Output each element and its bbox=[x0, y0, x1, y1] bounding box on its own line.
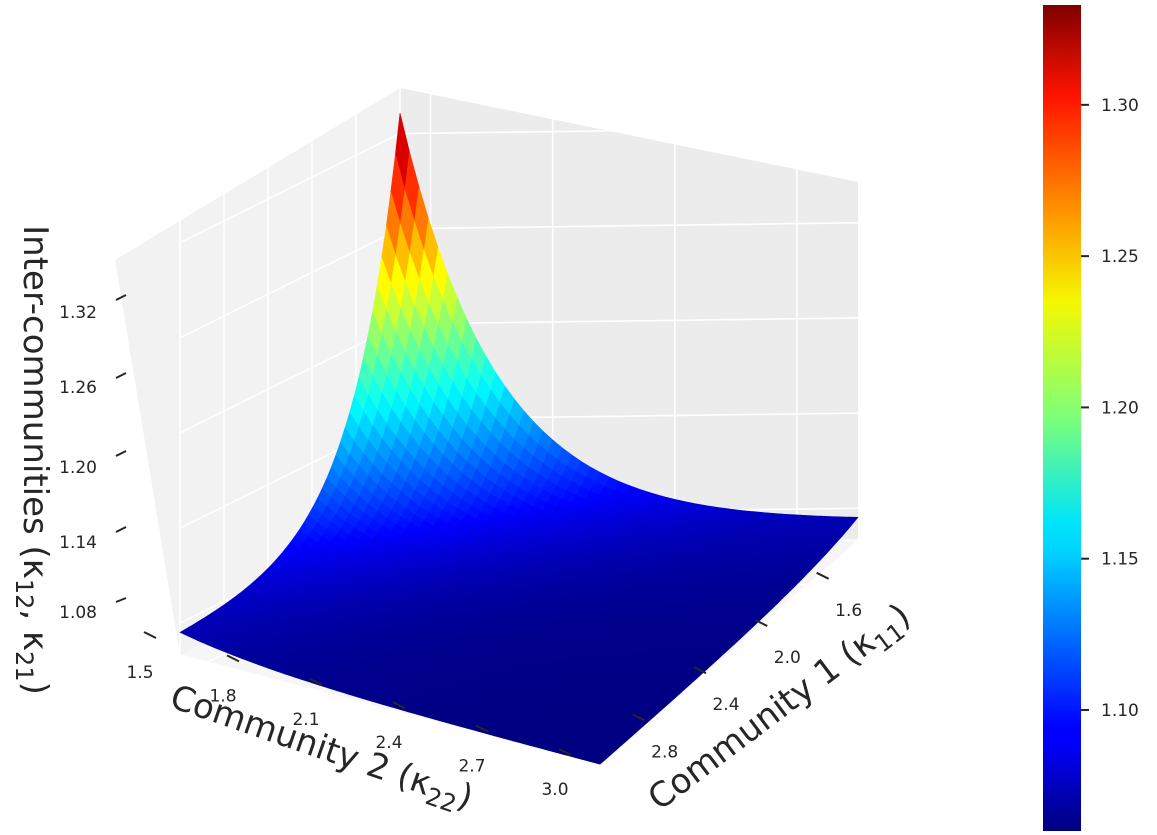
colorbar-tick-label: 1.10 bbox=[1101, 701, 1139, 721]
y-tick-mark bbox=[309, 677, 323, 686]
colorbar-tick-label: 1.25 bbox=[1101, 247, 1139, 267]
z-axis-title: Inter-communities (κ12, κ21) bbox=[10, 225, 55, 695]
x-tick-label: 2.0 bbox=[774, 648, 801, 668]
colorbar bbox=[1043, 5, 1081, 831]
z-tick-label: 1.08 bbox=[59, 603, 97, 623]
y-tick-mark bbox=[392, 701, 406, 710]
colorbar-tick-label: 1.30 bbox=[1101, 96, 1139, 116]
z-tick-mark bbox=[115, 597, 127, 603]
z-tick-mark bbox=[115, 294, 127, 301]
z-tick-mark bbox=[115, 372, 127, 379]
z-tick-label: 1.20 bbox=[59, 458, 97, 478]
y-tick-mark bbox=[143, 631, 157, 639]
x-tick-mark bbox=[816, 571, 830, 580]
x-tick-mark bbox=[693, 666, 707, 675]
z-tick-label: 1.26 bbox=[59, 378, 97, 398]
y-tick-label: 1.8 bbox=[209, 686, 236, 706]
colorbar-tick-label: 1.20 bbox=[1101, 398, 1139, 418]
x-tick-label: 1.6 bbox=[835, 601, 862, 621]
z-tick-mark bbox=[115, 450, 127, 457]
colorbar-tick-label: 1.15 bbox=[1101, 550, 1139, 570]
y-tick-mark bbox=[558, 748, 572, 756]
z-tick-label: 1.14 bbox=[59, 533, 97, 553]
z-tick-label: 1.32 bbox=[59, 303, 97, 323]
surface-mesh bbox=[179, 112, 859, 765]
colorbar-ticks: 1.10 1.15 1.20 1.25 1.30 bbox=[1081, 96, 1139, 721]
y-tick-mark bbox=[226, 654, 240, 663]
surface-cell bbox=[590, 756, 607, 765]
y-tick-label: 2.7 bbox=[458, 757, 485, 777]
axis-ticks: 1.08 1.14 1.20 1.26 1.32 1.5 1.8 2.1 2.4 2.7 3.0 1.… bbox=[59, 294, 862, 800]
z-tick-mark bbox=[115, 526, 127, 533]
y-tick-label: 1.5 bbox=[126, 663, 153, 683]
x-tick-mark bbox=[632, 713, 646, 722]
y-tick-label: 2.4 bbox=[375, 733, 402, 753]
y-tick-label: 3.0 bbox=[541, 780, 568, 800]
y-tick-mark bbox=[475, 724, 489, 733]
x-tick-label: 2.4 bbox=[712, 695, 739, 715]
x-tick-label: 2.8 bbox=[651, 742, 678, 762]
x-tick-mark bbox=[754, 619, 768, 627]
y-tick-label: 2.1 bbox=[292, 710, 319, 730]
